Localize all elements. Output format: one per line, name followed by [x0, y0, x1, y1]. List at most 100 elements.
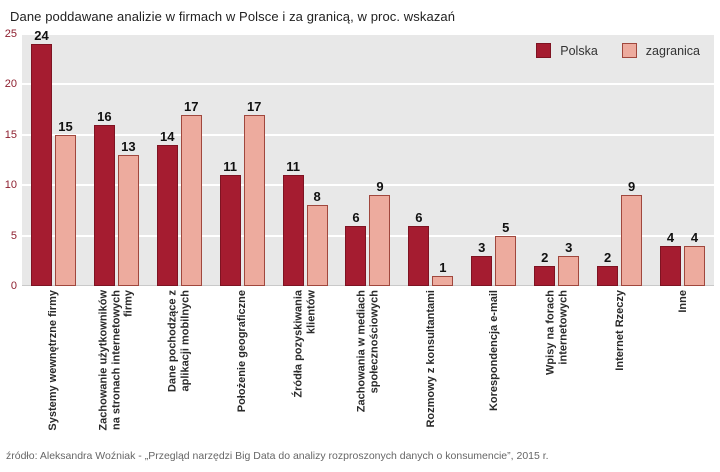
- bar-zagranica: 17: [243, 99, 265, 286]
- bar-zagranica: 9: [369, 179, 391, 286]
- bar-group: 24 15: [22, 28, 85, 286]
- bar-zagranica: 9: [621, 179, 643, 286]
- value-label: 11: [286, 159, 300, 175]
- value-label: 9: [376, 179, 384, 195]
- value-label: 16: [97, 108, 112, 124]
- bar-zagranica: 1: [432, 260, 454, 286]
- category-label: Inne: [676, 290, 689, 313]
- chart: 0 5 10 15 20 25 24 15 16 13 14 17 11 17 11 8 6 9 6 1 3 5 2 3 2 9…: [0, 28, 720, 292]
- value-label: 3: [478, 239, 486, 255]
- bar-zagranica: 5: [495, 220, 517, 286]
- category-label: Wpisy na forach internetowych: [544, 290, 569, 375]
- bar-group: 11 17: [211, 99, 274, 286]
- legend-item-polska: Polska: [536, 43, 598, 58]
- value-label: 13: [121, 138, 136, 154]
- source-note: źródło: Aleksandra Woźniak - „Przegląd n…: [6, 450, 549, 462]
- category-label: Systemy wewnętrzne firmy: [47, 290, 60, 431]
- category-label: Rozmowy z konsultantami: [424, 290, 437, 428]
- category: Internet Rzeczy: [588, 290, 651, 442]
- legend-label-polska: Polska: [560, 43, 598, 58]
- y-tick-label: 25: [4, 28, 17, 40]
- y-tick-label: 15: [4, 128, 17, 141]
- value-label: 6: [415, 209, 423, 225]
- bar-group: 14 17: [148, 99, 211, 286]
- bar-polska: 2: [534, 250, 556, 286]
- bar-groups: 24 15 16 13 14 17 11 17 11 8 6 9 6 1 3 5 2 3 2 9 4 4: [22, 28, 714, 286]
- bar-zagranica: 3: [558, 240, 580, 286]
- bar-zagranica: 17: [180, 99, 202, 286]
- category-label: Internet Rzeczy: [613, 290, 626, 371]
- value-label: 2: [541, 249, 549, 265]
- legend-swatch-zagranica: [621, 43, 637, 58]
- bar-zagranica: 13: [117, 139, 139, 286]
- x-axis-baseline: [22, 285, 714, 286]
- category-label: Zachowanie użytkowników na stronach inte…: [97, 290, 135, 431]
- bar-zagranica: 15: [54, 119, 76, 286]
- bar-zagranica: 4: [684, 230, 706, 286]
- bar-polska: 11: [219, 159, 241, 286]
- y-axis: 0 5 10 15 20 25: [0, 28, 22, 292]
- bar-polska: 3: [471, 240, 493, 286]
- category: Inne: [651, 290, 714, 442]
- gridline: [22, 184, 714, 187]
- category-label: Dane pochodzące z aplikacji mobilnych: [166, 290, 192, 393]
- y-tick-label: 20: [4, 78, 17, 91]
- category: Położenie geograficzne: [211, 290, 274, 442]
- category: Korespondencja e-mail: [462, 290, 525, 442]
- category-label: Korespondencja e-mail: [487, 290, 500, 412]
- bar-group: 16 13: [85, 109, 148, 286]
- gridline: [22, 133, 714, 136]
- category-label: Zachowania w mediach społecznościowych: [355, 290, 380, 413]
- value-label: 15: [58, 118, 73, 134]
- value-label: 3: [565, 239, 573, 255]
- category: Zachowania w mediach społecznościowych: [337, 290, 400, 442]
- category-label: Źródła pozyskiwania klientów: [292, 290, 318, 398]
- value-label: 17: [246, 98, 262, 114]
- bar-polska: 6: [408, 210, 430, 286]
- value-label: 2: [603, 249, 612, 265]
- value-label: 4: [666, 229, 675, 245]
- bar-group: 11 8: [274, 159, 337, 286]
- gridline: [22, 33, 714, 35]
- value-label: 4: [690, 229, 699, 245]
- legend-swatch-polska: [536, 43, 552, 58]
- bar-polska: 16: [93, 109, 115, 286]
- category: Źródła pozyskiwania klientów: [274, 290, 337, 442]
- gridline: [22, 234, 714, 237]
- bar-polska: 14: [156, 129, 178, 286]
- bar-polska: 6: [345, 210, 367, 286]
- bar-zagranica: 8: [306, 189, 328, 286]
- value-label: 11: [223, 159, 238, 175]
- legend: Polska zagranica: [536, 43, 700, 58]
- value-label: 5: [502, 219, 510, 235]
- bar-polska: 4: [660, 230, 682, 286]
- gridline: [22, 83, 714, 86]
- category: Wpisy na forach internetowych: [525, 290, 588, 442]
- category: Dane pochodzące z aplikacji mobilnych: [148, 290, 211, 442]
- legend-item-zagranica: zagranica: [621, 43, 700, 58]
- bar-polska: 2: [597, 250, 619, 286]
- bar-polska: 11: [282, 159, 304, 286]
- value-label: 14: [160, 128, 175, 144]
- value-label: 17: [184, 98, 199, 114]
- value-label: 6: [352, 209, 360, 225]
- page-title: Dane poddawane analizie w firmach w Pols…: [10, 9, 456, 24]
- legend-label-zagranica: zagranica: [645, 43, 700, 58]
- value-label: 24: [34, 28, 49, 44]
- category: Zachowanie użytkowników na stronach inte…: [85, 290, 148, 442]
- value-label: 1: [439, 259, 447, 275]
- bar-polska: 24: [30, 28, 52, 286]
- value-label: 8: [313, 189, 321, 205]
- y-tick-label: 5: [10, 229, 17, 242]
- category-label: Położenie geograficzne: [235, 290, 248, 413]
- plot: 24 15 16 13 14 17 11 17 11 8 6 9 6 1 3 5 2 3 2 9 4 4 Polska z…: [22, 28, 714, 286]
- category-row: Systemy wewnętrzne firmy Zachowanie użytk…: [22, 290, 714, 442]
- value-label: 9: [627, 179, 636, 195]
- y-tick-label: 0: [10, 280, 17, 292]
